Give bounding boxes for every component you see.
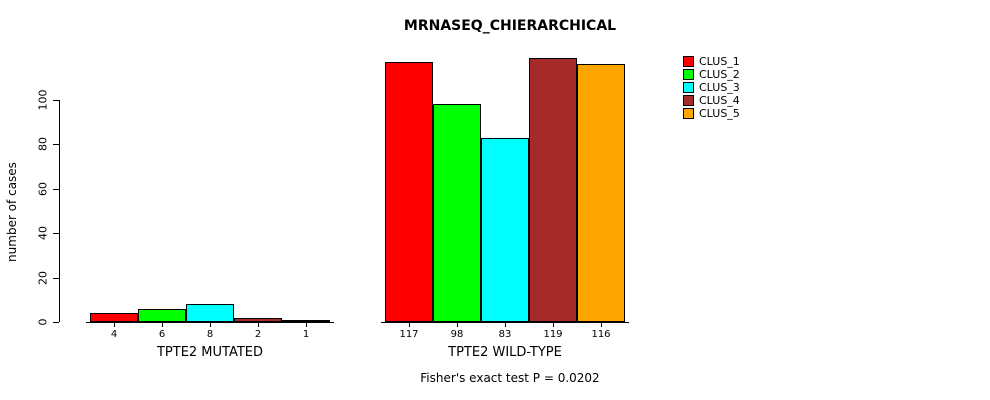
y-axis-tick-label: 80 (36, 137, 50, 152)
y-axis-line (59, 100, 60, 322)
bar-value-label: 83 (498, 329, 512, 340)
y-axis-label: number of cases (5, 162, 19, 262)
y-axis-tick-label: 60 (36, 181, 50, 196)
bar-clus_3 (186, 304, 234, 322)
legend-item-clus_4: CLUS_4 (683, 94, 740, 107)
bar-clus_1 (385, 62, 433, 322)
y-axis-tick (53, 277, 59, 279)
y-axis-tick (53, 144, 59, 146)
y-axis-tick-label: 20 (36, 270, 50, 285)
chart-title: MRNASEQ_CHIERARCHICAL (403, 18, 617, 34)
x-axis-tick (505, 323, 506, 327)
legend-item-clus_1: CLUS_1 (683, 55, 740, 68)
bar-value-label: 98 (450, 329, 464, 340)
legend-item-clus_2: CLUS_2 (683, 68, 740, 81)
legend-label: CLUS_5 (699, 107, 740, 120)
bar-clus_4 (234, 318, 282, 322)
x-axis-tick (306, 323, 307, 327)
legend-label: CLUS_1 (699, 55, 740, 68)
bar-clus_3 (481, 138, 529, 322)
bar-value-label: 6 (158, 329, 166, 340)
bar-value-label: 4 (110, 329, 118, 340)
bar-value-label: 2 (254, 329, 262, 340)
legend-item-clus_5: CLUS_5 (683, 107, 740, 120)
legend-swatch (683, 56, 694, 67)
bar-clus_4 (529, 58, 577, 322)
bar-value-label: 8 (206, 329, 214, 340)
bar-value-label: 116 (591, 329, 611, 340)
y-axis-tick (53, 322, 59, 323)
bar-value-label: 117 (399, 329, 419, 340)
legend-swatch (683, 108, 694, 119)
bar-clus_5 (577, 64, 625, 322)
legend-swatch (683, 69, 694, 80)
legend-swatch (683, 82, 694, 93)
annotation-pvalue: Fisher's exact test P = 0.0202 (420, 371, 600, 385)
y-axis-tick-label: 40 (36, 226, 50, 241)
legend-label: CLUS_3 (699, 81, 740, 94)
x-axis-tick (457, 323, 458, 327)
x-axis-tick (114, 323, 115, 327)
x-axis-tick (601, 323, 602, 327)
bar-clus_2 (138, 309, 186, 322)
legend-label: CLUS_2 (699, 68, 740, 81)
y-axis-tick-label: 100 (36, 89, 50, 111)
y-axis-tick (53, 188, 59, 190)
y-axis-tick (53, 233, 59, 235)
x-axis-tick (210, 323, 211, 327)
legend-label: CLUS_4 (699, 94, 740, 107)
bar-clus_5 (282, 320, 330, 322)
y-axis-tick (53, 100, 59, 101)
bar-value-label: 1 (302, 329, 310, 340)
legend-swatch (683, 95, 694, 106)
legend-item-clus_3: CLUS_3 (683, 81, 740, 94)
bar-clus_1 (90, 313, 138, 322)
group-label: TPTE2 WILD-TYPE (448, 345, 562, 360)
x-axis-tick (409, 323, 410, 327)
x-axis-tick (258, 323, 259, 327)
group-label: TPTE2 MUTATED (156, 345, 264, 360)
x-axis-baseline (86, 322, 334, 323)
y-axis-tick-label: 0 (36, 318, 50, 326)
bar-value-label: 119 (543, 329, 563, 340)
x-axis-tick (162, 323, 163, 327)
x-axis-tick (553, 323, 554, 327)
bar-clus_2 (433, 104, 481, 322)
x-axis-baseline (381, 322, 629, 323)
legend: CLUS_1 CLUS_2 CLUS_3 CLUS_4 CLUS_5 (683, 55, 740, 120)
